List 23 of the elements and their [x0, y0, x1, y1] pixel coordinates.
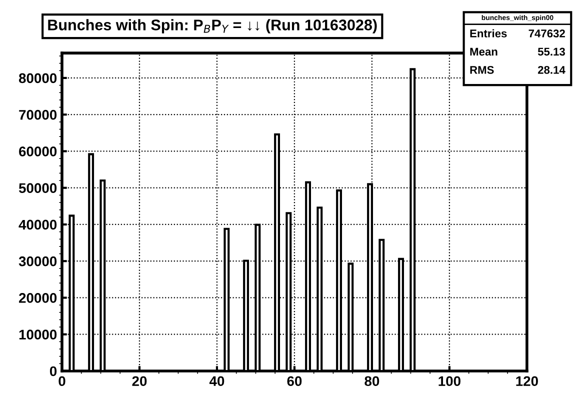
y-tick-label: 70000 [19, 110, 57, 120]
text: 28.14 [538, 66, 566, 74]
annotation: RMS [470, 66, 494, 74]
x-tick-label: 0 [58, 376, 66, 386]
x-tick-label: 80 [364, 376, 380, 386]
y-tick-label: 60000 [19, 146, 57, 156]
annotation: Mean [470, 48, 498, 56]
x-tick-label: 40 [209, 376, 224, 386]
chart-title: Bunches with Spin: P$_{B}$P$_{Y}$ = ↓↓ (Run 10163028) [48, 19, 377, 34]
text: Entries [470, 29, 507, 38]
y-tick-label: 0 [50, 366, 57, 376]
x-tick-label: 20 [132, 376, 147, 386]
y-tick-label: 20000 [18, 293, 57, 303]
text: 747632 [528, 30, 565, 38]
y-tick-label: 80000 [18, 73, 57, 84]
y-tick-label: 30000 [18, 256, 57, 266]
y-tick-label: 10000 [19, 330, 57, 340]
text: 55.13 [538, 48, 565, 56]
y-tick-label: 40000 [18, 220, 57, 230]
x-tick-label: 60 [287, 376, 302, 386]
y-tick-label: 50000 [18, 183, 57, 194]
x-tick-label: 120 [516, 376, 538, 386]
x-tick-label: 100 [438, 376, 460, 386]
